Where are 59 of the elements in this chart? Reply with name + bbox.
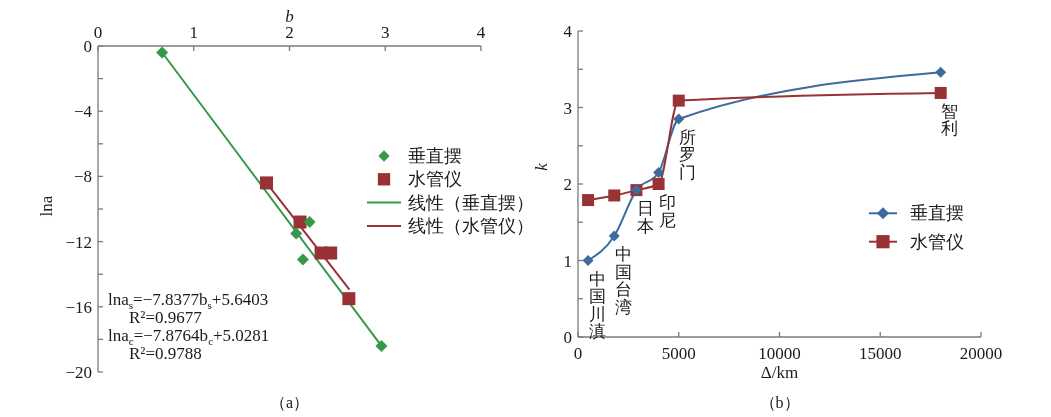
y-tick-label: −20	[65, 363, 92, 382]
annotation: 印尼	[659, 193, 677, 230]
point	[653, 167, 665, 179]
annotation: R²=0.9788	[129, 344, 202, 363]
point	[608, 230, 620, 242]
point	[293, 215, 307, 229]
y-tick-label: −8	[73, 167, 92, 187]
point	[303, 216, 316, 229]
annotation: 中国台湾	[614, 245, 632, 317]
y-tick-label: 2	[563, 175, 572, 194]
x-axis-title: Δ/km	[760, 363, 799, 382]
x-tick-label: 15000	[859, 344, 902, 363]
point	[342, 292, 356, 306]
annotation: 日本	[636, 199, 654, 236]
x-tick-label: 10000	[758, 344, 801, 363]
point	[608, 189, 621, 202]
point	[652, 178, 665, 190]
x-tick-label: 5000	[661, 344, 696, 363]
point	[156, 46, 169, 59]
point	[582, 194, 595, 207]
y-tick-label: 3	[563, 98, 572, 118]
text: （a）	[269, 394, 310, 411]
x-axis-title: b	[285, 7, 294, 26]
legend-label: 水管仪	[910, 231, 964, 252]
y-tick-label: 0	[563, 328, 572, 347]
y-tick-label: −12	[65, 232, 92, 252]
x-tick-label: 4	[476, 23, 486, 42]
point	[934, 86, 947, 99]
y-axis-title: lna	[37, 195, 56, 217]
annotation: R²=0.9677	[129, 308, 203, 327]
y-tick-label: 0	[83, 37, 92, 56]
y-tick-label: −4	[73, 102, 93, 122]
point	[290, 227, 303, 240]
annotation: 中国川滇	[588, 269, 606, 341]
point	[935, 66, 947, 78]
y-tick-label: 1	[563, 251, 572, 271]
text: （b）	[759, 394, 800, 411]
point	[296, 253, 309, 266]
y-axis-title: k	[532, 162, 551, 171]
annotation: lna$_{c}$=−7.8764b$_{c}$+5.0281	[108, 326, 270, 347]
y-tick-label: −16	[65, 297, 92, 317]
point	[324, 246, 338, 260]
x-tick-label: 2	[285, 23, 294, 42]
legend-label: 垂直摆	[408, 146, 462, 166]
point	[672, 94, 685, 107]
x-tick-label: 3	[381, 23, 390, 42]
point	[673, 113, 685, 125]
x-tick-label: 20000	[959, 344, 1003, 363]
legend-label: 线性（水管仪）	[408, 215, 534, 236]
legend-label: 线性（垂直摆）	[408, 192, 534, 213]
annotation: 智利	[941, 101, 959, 139]
annotation: 所罗门	[679, 127, 697, 182]
point	[260, 176, 274, 190]
point	[375, 339, 388, 352]
legend-label: 水管仪	[408, 169, 462, 190]
legend-label: 垂直摆	[910, 203, 964, 224]
x-tick-label: 1	[189, 23, 198, 42]
point	[582, 255, 594, 266]
annotation: lna$_{s}$=−7.8377b$_{s}$+5.6403	[108, 290, 269, 311]
